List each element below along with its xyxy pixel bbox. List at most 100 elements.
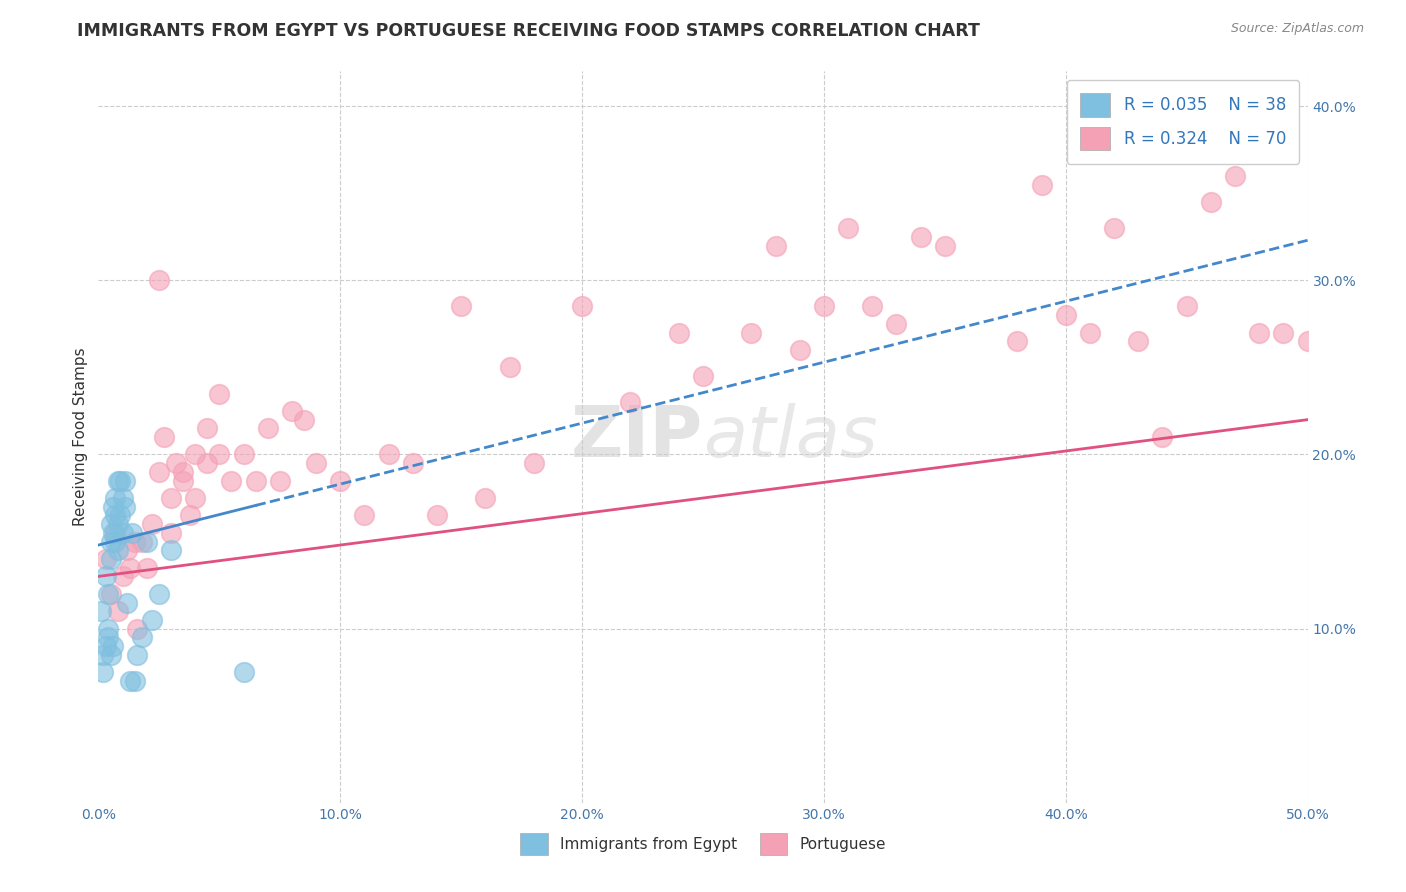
Point bbox=[402, 456, 425, 470]
Point bbox=[195, 421, 218, 435]
Point bbox=[121, 525, 143, 540]
Point bbox=[172, 474, 194, 488]
Point bbox=[668, 326, 690, 340]
Point bbox=[1078, 326, 1101, 340]
Point bbox=[1272, 326, 1295, 340]
Point bbox=[571, 300, 593, 314]
Point bbox=[94, 639, 117, 653]
Point bbox=[232, 665, 254, 680]
Point bbox=[97, 631, 120, 645]
Point bbox=[1249, 326, 1271, 340]
Point bbox=[104, 491, 127, 505]
Point bbox=[474, 491, 496, 505]
Point bbox=[107, 604, 129, 618]
Point bbox=[1223, 169, 1246, 183]
Point bbox=[523, 456, 546, 470]
Point bbox=[124, 534, 146, 549]
Point bbox=[101, 639, 124, 653]
Point bbox=[91, 665, 114, 680]
Point bbox=[118, 673, 141, 688]
Point bbox=[329, 474, 352, 488]
Legend: Immigrants from Egypt, Portuguese: Immigrants from Egypt, Portuguese bbox=[515, 827, 891, 861]
Point bbox=[107, 474, 129, 488]
Point bbox=[108, 508, 131, 523]
Point bbox=[118, 560, 141, 574]
Point bbox=[165, 456, 187, 470]
Text: ZIP: ZIP bbox=[571, 402, 703, 472]
Point bbox=[619, 395, 641, 409]
Point bbox=[141, 613, 163, 627]
Point bbox=[426, 508, 449, 523]
Point bbox=[860, 300, 883, 314]
Point bbox=[97, 622, 120, 636]
Point bbox=[100, 534, 122, 549]
Point bbox=[160, 491, 183, 505]
Point bbox=[135, 534, 157, 549]
Point bbox=[152, 430, 174, 444]
Point bbox=[1152, 430, 1174, 444]
Point bbox=[148, 465, 170, 479]
Point bbox=[195, 456, 218, 470]
Point bbox=[1102, 221, 1125, 235]
Point bbox=[1175, 300, 1198, 314]
Point bbox=[837, 221, 859, 235]
Point bbox=[305, 456, 328, 470]
Point bbox=[94, 552, 117, 566]
Point bbox=[160, 525, 183, 540]
Point bbox=[281, 404, 304, 418]
Point bbox=[104, 534, 127, 549]
Point bbox=[245, 474, 267, 488]
Point bbox=[131, 534, 153, 549]
Point bbox=[141, 517, 163, 532]
Point bbox=[1199, 194, 1222, 209]
Point bbox=[1007, 334, 1029, 349]
Point bbox=[111, 491, 134, 505]
Point bbox=[221, 474, 243, 488]
Point bbox=[117, 595, 139, 609]
Point bbox=[100, 552, 122, 566]
Point bbox=[100, 517, 122, 532]
Point bbox=[232, 448, 254, 462]
Point bbox=[256, 421, 278, 435]
Point bbox=[789, 343, 811, 357]
Point bbox=[127, 622, 149, 636]
Point bbox=[160, 543, 183, 558]
Point bbox=[1031, 178, 1053, 192]
Point bbox=[886, 317, 908, 331]
Point bbox=[740, 326, 762, 340]
Point bbox=[1128, 334, 1150, 349]
Point bbox=[184, 491, 207, 505]
Point bbox=[172, 465, 194, 479]
Point bbox=[97, 587, 120, 601]
Point bbox=[498, 360, 520, 375]
Point bbox=[107, 543, 129, 558]
Point bbox=[208, 448, 231, 462]
Point bbox=[184, 448, 207, 462]
Point bbox=[107, 517, 129, 532]
Point bbox=[1054, 308, 1077, 322]
Point bbox=[179, 508, 201, 523]
Y-axis label: Receiving Food Stamps: Receiving Food Stamps bbox=[73, 348, 89, 526]
Point bbox=[292, 412, 315, 426]
Point bbox=[450, 300, 472, 314]
Point bbox=[131, 631, 153, 645]
Point bbox=[353, 508, 375, 523]
Text: Source: ZipAtlas.com: Source: ZipAtlas.com bbox=[1230, 22, 1364, 36]
Point bbox=[101, 525, 124, 540]
Point bbox=[90, 604, 112, 618]
Point bbox=[127, 648, 149, 662]
Point bbox=[108, 474, 131, 488]
Point bbox=[148, 273, 170, 287]
Point bbox=[269, 474, 291, 488]
Point bbox=[100, 587, 122, 601]
Point bbox=[114, 474, 136, 488]
Point bbox=[934, 238, 956, 252]
Text: atlas: atlas bbox=[703, 402, 877, 472]
Point bbox=[135, 560, 157, 574]
Point bbox=[111, 569, 134, 583]
Point bbox=[91, 648, 114, 662]
Point bbox=[692, 369, 714, 384]
Point bbox=[114, 500, 136, 514]
Point bbox=[124, 673, 146, 688]
Point bbox=[104, 525, 127, 540]
